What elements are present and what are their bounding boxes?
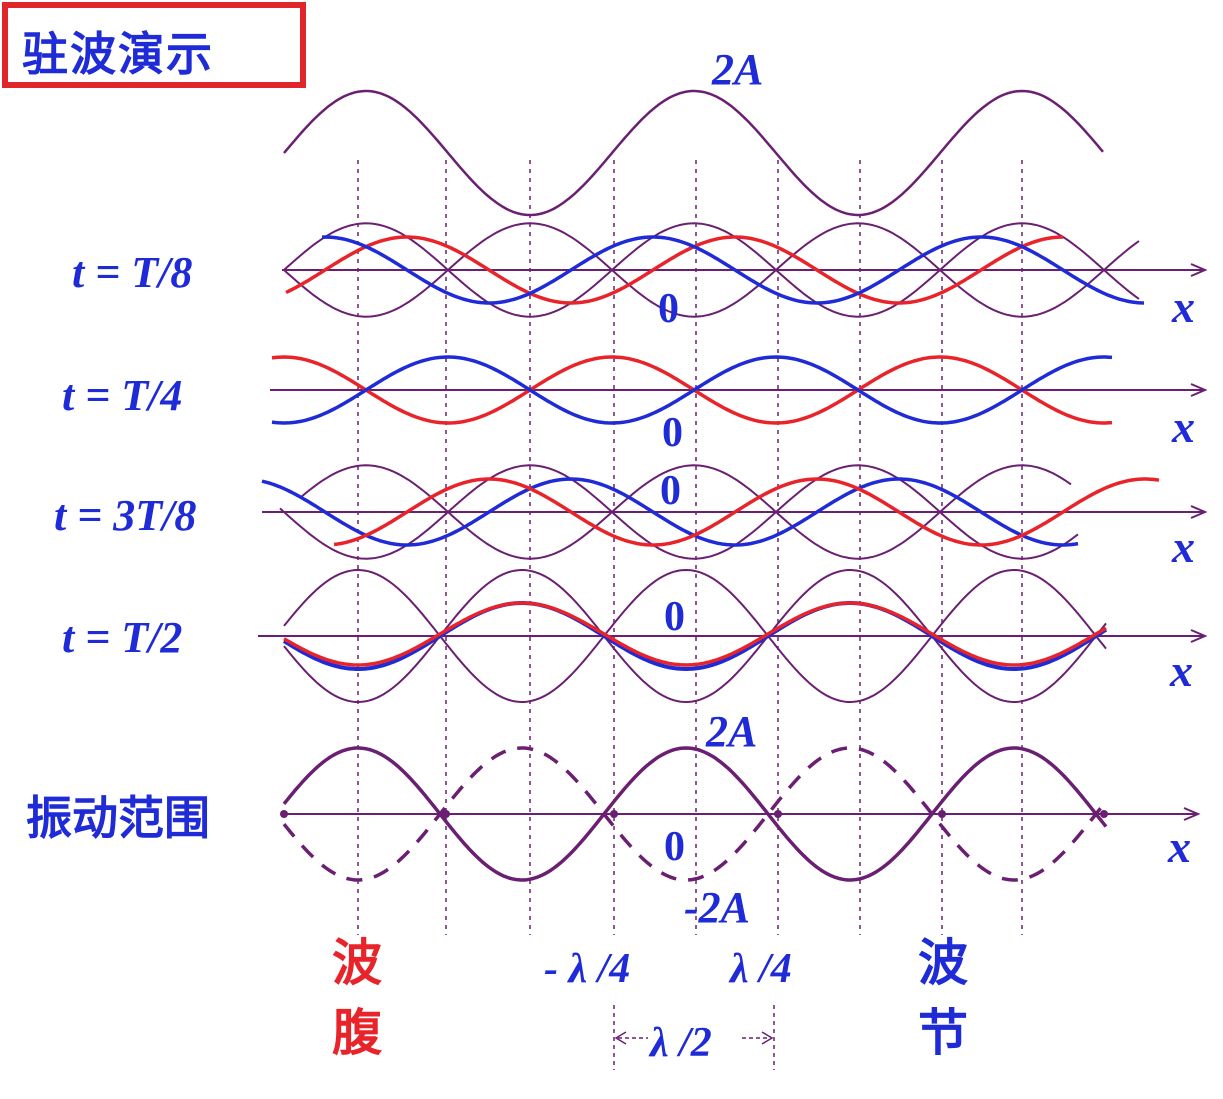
top-envelope-curve [283, 89, 1104, 217]
label-t-T8: t = T/8 [72, 248, 192, 297]
envelope-t-T2-a [283, 569, 1107, 703]
panel-t-T8 [282, 222, 1208, 318]
node-point-2 [442, 810, 450, 818]
node-point-1 [280, 810, 288, 818]
axis-t-3T8-arrowhead [1190, 505, 1208, 519]
label-lambda-2: λ /2 [648, 1020, 712, 1066]
zero-label-5: 0 [664, 824, 685, 870]
node-label-char-2: 节 [918, 1004, 968, 1062]
title-frame [2, 2, 306, 88]
label-t-3T8: t = 3T/8 [54, 491, 196, 540]
axis-t-T8-arrowhead [1190, 263, 1208, 277]
axis-t-T4-arrowhead [1190, 383, 1208, 397]
range-solid-curve [282, 746, 1108, 882]
label-minus-lambda-4: - λ /4 [544, 946, 630, 992]
axis-t-T2-arrowhead [1190, 629, 1208, 643]
x-axis-label-1: x [1171, 281, 1195, 332]
sum-curve-t-T8-a [283, 222, 1140, 318]
envelope-curve [283, 89, 1104, 217]
page-title: 驻波演示 [22, 27, 214, 81]
node-point-3 [610, 810, 618, 818]
sum-curve-t-3T8-b [299, 464, 1072, 560]
axis-range-arrowhead [1183, 807, 1201, 821]
x-axis-label-5: x [1167, 821, 1191, 872]
sum-curve-t-3T8-a [279, 464, 1079, 560]
label-lambda-4: λ /4 [728, 946, 792, 992]
red-wave-t-T8 [285, 235, 1064, 305]
sum-curve-t-T8-b [283, 222, 1140, 318]
panel-t-3T8 [261, 464, 1208, 560]
lambda-half-dimension [613, 1005, 775, 1070]
label-minus-2A-range: -2A [684, 883, 750, 932]
red-wave-t-3T8 [333, 477, 1160, 547]
panel-vibration-range [280, 746, 1201, 882]
blue-wave-t-3T8 [261, 477, 1079, 547]
node-label-char-1: 波 [918, 934, 968, 992]
label-t-T4: t = T/4 [62, 371, 182, 420]
antinode-label-char-1: 波 [332, 934, 382, 992]
zero-label-2: 0 [662, 410, 683, 456]
blue-wave-t-T2 [282, 601, 1108, 671]
zero-label-3: 0 [660, 468, 681, 514]
label-2A-top: 2A [711, 45, 763, 94]
x-axis-label-3: x [1171, 521, 1195, 572]
zero-label-1: 0 [658, 286, 679, 332]
red-wave-t-T2 [283, 601, 1107, 667]
node-point-6 [1100, 810, 1108, 818]
zero-label-4: 0 [664, 594, 685, 640]
label-vibration-range: 振动范围 [26, 791, 210, 845]
range-dashed-curve [282, 746, 1108, 882]
node-point-4 [774, 810, 782, 818]
blue-wave-t-T4 [271, 355, 1113, 425]
panel-t-T2 [258, 569, 1208, 703]
vertical-guides [357, 160, 1023, 935]
red-wave-t-T4 [271, 355, 1113, 425]
label-t-T2: t = T/2 [62, 613, 182, 662]
x-axis-label-2: x [1171, 401, 1195, 452]
x-axis-label-4: x [1169, 645, 1193, 696]
blue-wave-t-T8 [321, 235, 1145, 305]
node-point-5 [938, 810, 946, 818]
panel-t-T4 [270, 355, 1208, 425]
antinode-label-char-2: 腹 [332, 1004, 383, 1062]
envelope-t-T2-b [283, 569, 1107, 703]
label-2A-range: 2A [705, 707, 757, 756]
